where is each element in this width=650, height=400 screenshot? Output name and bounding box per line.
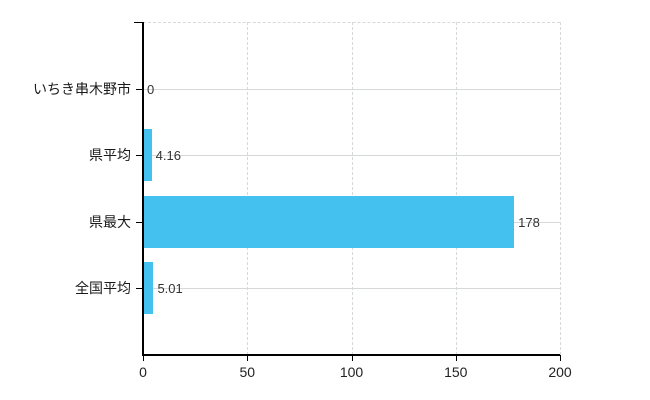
x-axis-line (142, 354, 560, 356)
value-label-2: 178 (518, 214, 540, 230)
y-axis-tick (136, 88, 143, 90)
gridline-x-200 (560, 22, 561, 355)
gridline-x-50 (247, 22, 249, 355)
bar-1 (143, 129, 152, 182)
y-axis-line (142, 22, 144, 355)
category-label-0: いちき串木野市 (33, 80, 131, 97)
x-tick-label-0: 0 (139, 364, 147, 380)
y-axis-tick (136, 288, 143, 290)
x-axis-tick (455, 355, 457, 361)
y-axis-top-tick (134, 22, 143, 23)
category-label-3: 全国平均 (75, 280, 131, 297)
gridline-row (143, 288, 560, 290)
x-tick-label-200: 200 (548, 364, 572, 380)
x-axis-tick (247, 355, 249, 361)
value-label-3: 5.01 (157, 281, 183, 297)
x-tick-label-100: 100 (339, 364, 364, 380)
y-axis-tick (136, 221, 143, 223)
x-tick-label-50: 50 (239, 364, 256, 380)
x-axis-tick (560, 355, 561, 361)
value-label-0: 0 (147, 81, 155, 97)
x-tick-label-150: 150 (444, 364, 468, 380)
x-axis-tick (143, 355, 144, 361)
gridline-x-150 (455, 22, 457, 355)
x-axis-tick (351, 355, 353, 361)
category-label-1: 県平均 (89, 147, 131, 164)
gridline-row (143, 155, 560, 157)
y-axis-tick (136, 155, 143, 157)
bar-3 (143, 262, 154, 315)
category-label-2: 県最大 (89, 213, 131, 230)
value-label-1: 4.16 (155, 148, 181, 164)
gridline-x-100 (351, 22, 353, 355)
gridline-row (143, 88, 560, 90)
bar-2 (143, 195, 515, 248)
